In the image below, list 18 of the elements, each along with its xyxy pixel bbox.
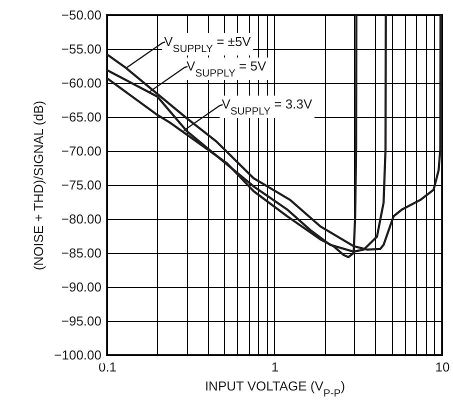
y-tick-label: −65.00 bbox=[61, 110, 102, 124]
y-tick-label: −55.00 bbox=[61, 42, 102, 56]
annotation: V$_{SUPPLY}$ = 3.3V bbox=[222, 96, 312, 118]
y-tick-label: −60.00 bbox=[61, 76, 102, 90]
y-tick-label: −85.00 bbox=[61, 246, 102, 260]
y-tick-label: −80.00 bbox=[61, 212, 102, 226]
y-tick-label: −95.00 bbox=[61, 314, 102, 328]
annotation: V$_{SUPPLY}$ = 5V bbox=[186, 58, 266, 80]
y-axis-title: (NOISE + THD)/SIGNAL (dB) bbox=[31, 100, 46, 270]
y-tick-label: −100.00 bbox=[54, 348, 102, 362]
x-axis-title: INPUT VOLTAGE (V$_{P-P}$) bbox=[204, 378, 346, 399]
y-tick-label: −70.00 bbox=[61, 144, 102, 158]
x-tick-label: 10 bbox=[435, 360, 450, 374]
y-tick-label: −90.00 bbox=[61, 280, 102, 294]
annotation: V$_{SUPPLY}$ = ±5V bbox=[164, 34, 252, 55]
y-tick-label: −50.00 bbox=[61, 8, 102, 22]
x-tick-label: 1 bbox=[271, 360, 279, 374]
y-tick-label: −75.00 bbox=[61, 178, 102, 192]
